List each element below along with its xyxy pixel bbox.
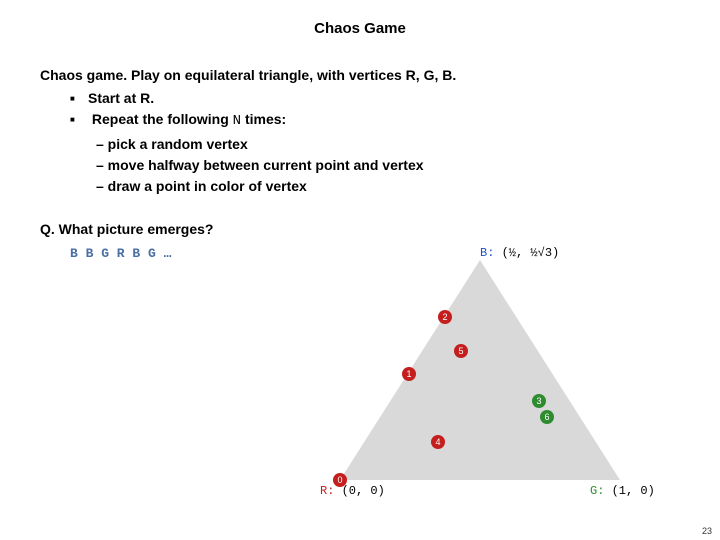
g-coord: (1, 0) [604, 484, 654, 498]
body-text: Chaos game. Play on equilateral triangle… [40, 65, 680, 264]
intro-rest: Play on equilateral triangle, with verti… [127, 67, 456, 83]
page-number: 23 [702, 526, 712, 536]
dot-0: 0 [333, 473, 347, 487]
b2-n: N [233, 113, 241, 129]
chaos-figure: B: (½, ½√3) R: (0, 0) G: (1, 0) 0 1 2 3 … [300, 260, 680, 520]
vertex-label-g: G: (1, 0) [590, 484, 655, 498]
page-title: Chaos Game [40, 20, 680, 37]
vertex-label-b: B: (½, ½√3) [480, 246, 559, 260]
dot-6: 6 [540, 410, 554, 424]
triangle-shape [340, 260, 620, 480]
b-letter: B: [480, 246, 494, 260]
question: Q. What picture emerges? [40, 219, 680, 240]
dot-2: 2 [438, 310, 452, 324]
dot-3: 3 [532, 394, 546, 408]
bullet-repeat: Repeat the following N times: [70, 109, 680, 132]
sub-2: – move halfway between current point and… [40, 155, 680, 176]
sub-3: – draw a point in color of vertex [40, 176, 680, 197]
g-letter: G: [590, 484, 604, 498]
dot-5: 5 [454, 344, 468, 358]
vertex-label-r: R: (0, 0) [320, 484, 385, 498]
sub-1: – pick a random vertex [40, 134, 680, 155]
intro-prefix: Chaos game. [40, 67, 127, 83]
intro-line: Chaos game. Play on equilateral triangle… [40, 65, 680, 86]
b2-pre: Repeat the following [92, 111, 233, 127]
bullet-list: Start at R. Repeat the following N times… [40, 88, 680, 132]
b-coord: (½, ½√3) [494, 246, 559, 260]
dot-1: 1 [402, 367, 416, 381]
b2-post: times: [241, 111, 286, 127]
dot-4: 4 [431, 435, 445, 449]
bullet-start: Start at R. [70, 88, 680, 109]
r-letter: R: [320, 484, 334, 498]
